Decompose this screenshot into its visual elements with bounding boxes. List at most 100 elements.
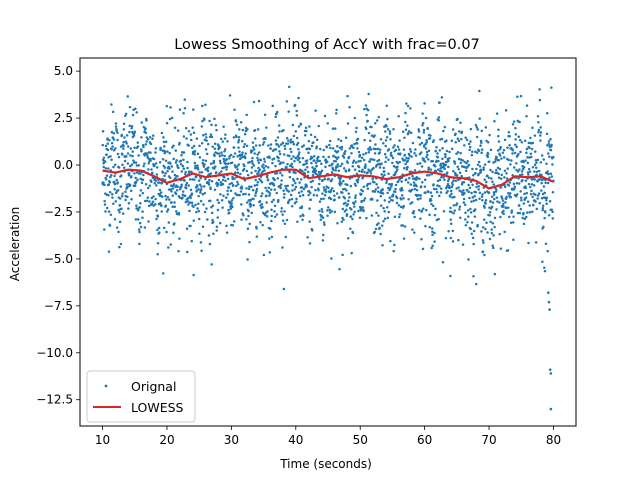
scatter-point: [318, 178, 321, 181]
scatter-point: [526, 156, 529, 159]
scatter-point: [354, 194, 357, 197]
scatter-point: [354, 130, 358, 134]
scatter-point: [228, 157, 231, 160]
scatter-point: [359, 209, 363, 212]
scatter-point: [407, 198, 410, 201]
scatter-point: [322, 155, 325, 159]
scatter-point: [170, 201, 173, 204]
scatter-point: [363, 170, 366, 174]
scatter-point: [512, 120, 516, 123]
scatter-point: [537, 192, 541, 195]
scatter-point: [546, 181, 550, 185]
scatter-point: [261, 143, 265, 146]
scatter-point: [120, 207, 123, 210]
scatter-point: [192, 108, 195, 111]
scatter-point: [124, 198, 127, 202]
scatter-point: [416, 162, 419, 166]
scatter-point: [260, 180, 264, 184]
scatter-point: [435, 187, 438, 191]
scatter-point: [298, 194, 302, 198]
scatter-point: [408, 154, 411, 157]
scatter-point: [423, 102, 426, 105]
scatter-point: [522, 222, 526, 226]
scatter-point: [482, 166, 485, 169]
scatter-point: [289, 138, 293, 141]
scatter-point: [129, 154, 132, 157]
scatter-point: [336, 150, 340, 153]
scatter-point: [450, 192, 453, 196]
scatter-point: [351, 231, 355, 234]
scatter-point: [367, 92, 370, 96]
scatter-point: [493, 119, 496, 123]
x-tick-label: 10: [95, 433, 110, 447]
scatter-point: [240, 139, 244, 143]
scatter-point: [519, 196, 523, 200]
scatter-point: [292, 179, 296, 183]
scatter-point: [321, 192, 324, 195]
scatter-point: [534, 241, 538, 244]
scatter-point: [485, 180, 488, 184]
scatter-point: [252, 204, 255, 207]
scatter-point: [282, 196, 286, 199]
scatter-point: [251, 156, 254, 160]
scatter-point: [286, 162, 289, 166]
scatter-point: [248, 240, 251, 244]
scatter-point: [102, 181, 105, 184]
scatter-point: [481, 239, 485, 242]
scatter-point: [375, 211, 378, 215]
scatter-point: [498, 154, 502, 157]
scatter-point: [154, 179, 158, 182]
scatter-point: [207, 166, 210, 169]
scatter-point: [393, 243, 396, 247]
scatter-point: [411, 228, 414, 231]
scatter-point: [196, 152, 200, 155]
scatter-point: [168, 176, 172, 180]
scatter-point: [505, 177, 509, 180]
scatter-point: [378, 166, 382, 169]
scatter-point: [513, 166, 516, 169]
scatter-point: [186, 197, 190, 200]
scatter-point: [285, 218, 289, 222]
scatter-point: [447, 177, 451, 181]
scatter-point: [314, 172, 318, 175]
scatter-point: [195, 137, 199, 140]
scatter-point: [150, 202, 154, 205]
scatter-point: [413, 231, 416, 234]
x-ticks: 10 20 30 40 50 60 70 80: [95, 426, 561, 447]
scatter-point: [525, 104, 529, 107]
scatter-point: [413, 187, 417, 191]
scatter-point: [167, 221, 171, 224]
scatter-point: [123, 159, 127, 163]
scatter-point: [430, 194, 434, 198]
scatter-point: [110, 148, 113, 151]
scatter-point: [295, 197, 298, 201]
scatter-point: [406, 181, 410, 184]
scatter-point: [300, 205, 304, 208]
scatter-point: [432, 187, 436, 191]
scatter-point: [146, 137, 150, 141]
scatter-point: [281, 141, 285, 145]
scatter-point: [491, 244, 494, 248]
scatter-point: [290, 150, 293, 154]
scatter-point: [505, 195, 508, 199]
scatter-point: [322, 148, 325, 152]
scatter-point: [279, 171, 282, 175]
scatter-point: [366, 171, 369, 174]
scatter-point: [255, 187, 259, 191]
scatter-point: [546, 170, 549, 173]
scatter-point: [256, 159, 260, 162]
scatter-point: [283, 210, 286, 213]
scatter-point: [347, 192, 350, 195]
scatter-point: [148, 200, 151, 203]
scatter-point: [192, 273, 195, 277]
scatter-point: [191, 126, 195, 129]
scatter-point: [407, 157, 411, 160]
scatter-point: [120, 133, 124, 137]
scatter-point: [159, 148, 162, 152]
scatter-point: [313, 135, 317, 139]
scatter-point: [181, 193, 184, 196]
scatter-point: [116, 138, 119, 142]
scatter-point: [475, 126, 479, 129]
scatter-point: [545, 111, 549, 115]
scatter-point: [132, 159, 135, 162]
